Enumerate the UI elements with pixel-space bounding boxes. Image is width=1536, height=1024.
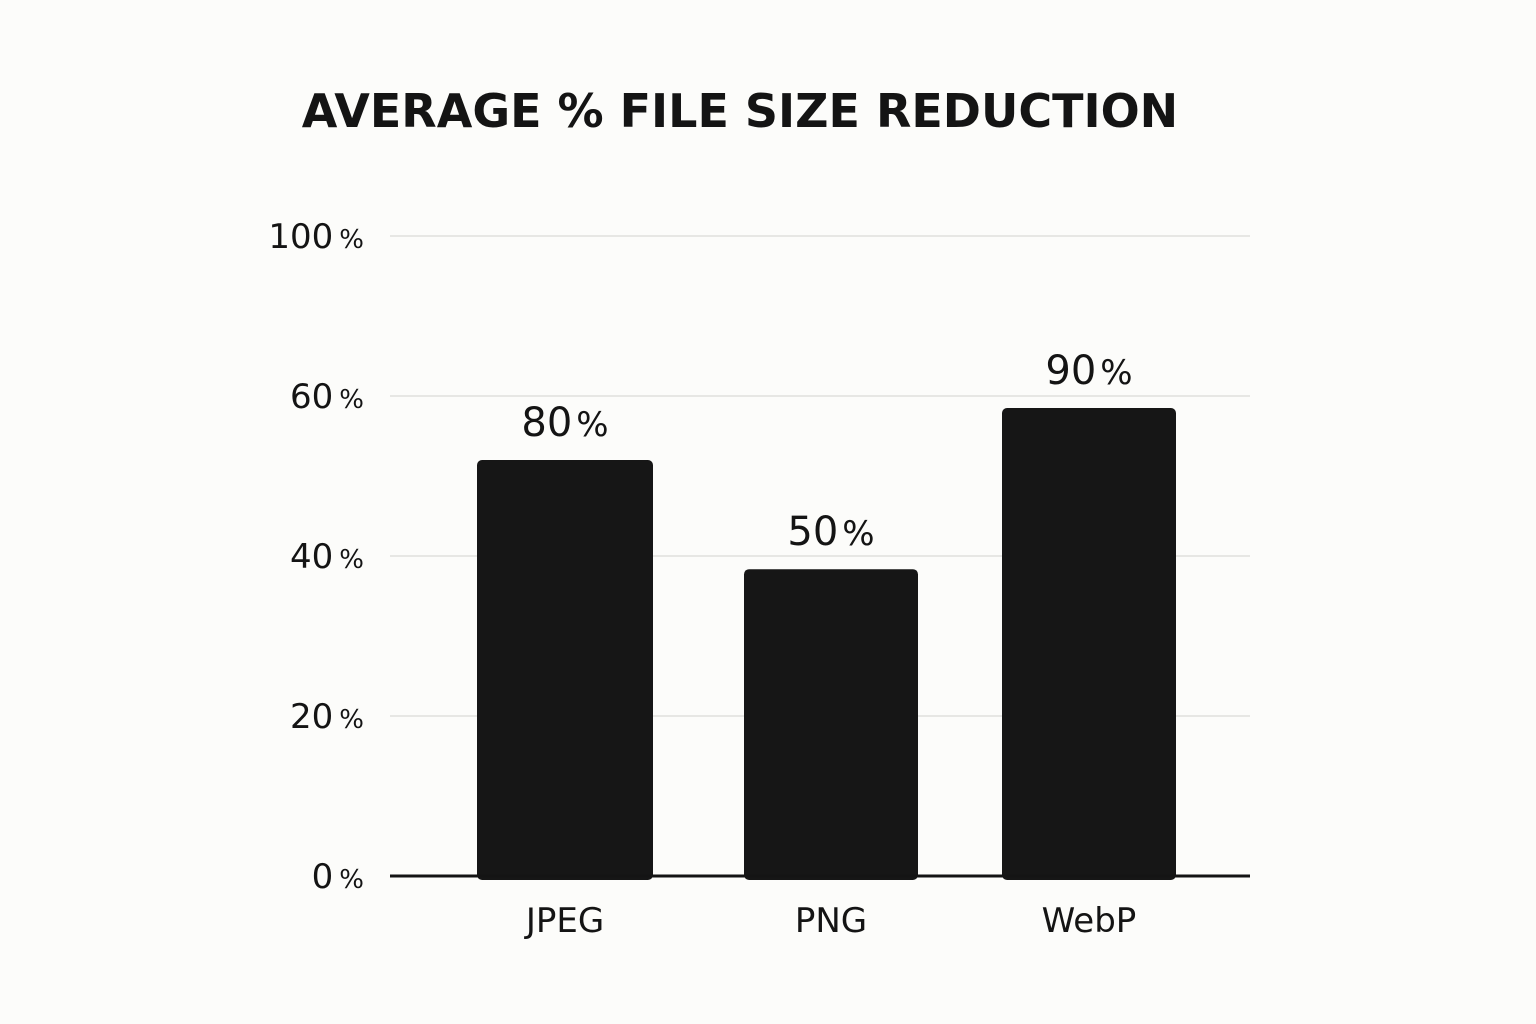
bar-jpeg bbox=[477, 460, 653, 880]
x-tick-label: JPEG bbox=[524, 901, 604, 941]
x-tick-label: WebP bbox=[1042, 901, 1137, 941]
data-label: 50% bbox=[787, 509, 874, 555]
y-tick-label: 0% bbox=[312, 857, 364, 897]
bar-webp bbox=[1002, 408, 1176, 880]
y-tick-label: 100% bbox=[268, 217, 364, 257]
y-tick-label: 20% bbox=[290, 697, 364, 737]
y-tick-label: 60% bbox=[290, 377, 364, 417]
chart-title: AVERAGE % FILE SIZE REDUCTION bbox=[301, 84, 1179, 138]
x-tick-label: PNG bbox=[795, 901, 867, 941]
y-tick-label: 40% bbox=[290, 537, 364, 577]
bar-png bbox=[744, 569, 918, 880]
data-label: 80% bbox=[521, 400, 608, 446]
data-label: 90% bbox=[1045, 348, 1132, 394]
